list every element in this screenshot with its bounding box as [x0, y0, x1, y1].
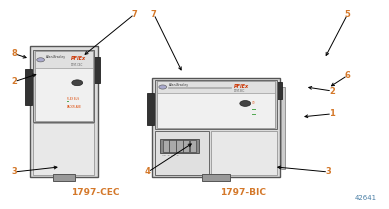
Bar: [202, 174, 230, 181]
Text: PFlEx: PFlEx: [234, 84, 249, 89]
Text: 1797-CEC: 1797-CEC: [72, 188, 120, 197]
Circle shape: [72, 80, 83, 86]
Bar: [35, 51, 93, 68]
Bar: [30, 46, 98, 177]
Text: +V  -V  +V  -V: +V -V +V -V: [162, 155, 179, 156]
Bar: [33, 123, 95, 175]
Text: 2: 2: [329, 87, 335, 96]
Bar: [190, 140, 196, 152]
Bar: [157, 80, 275, 128]
Text: 42641: 42641: [354, 195, 377, 201]
Text: Allen-Bradley: Allen-Bradley: [168, 83, 189, 87]
Bar: [157, 80, 275, 93]
Bar: [183, 140, 189, 152]
Text: 1797-BIC: 1797-BIC: [220, 188, 266, 197]
Text: 7: 7: [131, 10, 137, 19]
Text: 8: 8: [11, 49, 17, 58]
Bar: [160, 139, 199, 153]
Text: 6: 6: [345, 71, 350, 80]
Text: 2: 2: [11, 77, 17, 86]
Text: 4: 4: [145, 167, 151, 176]
Text: 1: 1: [329, 109, 335, 118]
Bar: [67, 101, 69, 102]
Text: BACKPLANE: BACKPLANE: [67, 105, 82, 109]
Text: 7: 7: [151, 10, 157, 19]
Bar: [170, 140, 176, 152]
Circle shape: [240, 101, 251, 106]
Text: Allen-Bradley: Allen-Bradley: [46, 55, 67, 59]
Text: I/O: I/O: [252, 101, 255, 106]
Text: FLEX BUS: FLEX BUS: [67, 97, 79, 101]
Text: 1797-BIC: 1797-BIC: [234, 89, 245, 93]
Bar: [276, 83, 282, 99]
Text: 3: 3: [325, 167, 331, 176]
Circle shape: [37, 58, 44, 62]
Bar: [163, 140, 169, 152]
Bar: [252, 114, 256, 115]
Bar: [147, 93, 154, 125]
Bar: [211, 131, 277, 175]
Bar: [176, 140, 183, 152]
Text: 5: 5: [345, 10, 350, 19]
Circle shape: [159, 85, 166, 89]
Text: PFlEx: PFlEx: [70, 56, 86, 61]
Text: 3: 3: [11, 167, 17, 176]
Bar: [25, 69, 32, 105]
Bar: [280, 88, 285, 169]
Bar: [67, 94, 69, 95]
Bar: [35, 51, 93, 121]
Bar: [33, 50, 95, 122]
Bar: [252, 109, 256, 110]
Bar: [152, 78, 280, 177]
Text: 1797-CEC: 1797-CEC: [70, 62, 83, 67]
Bar: [155, 79, 277, 129]
Bar: [93, 57, 100, 83]
Bar: [53, 174, 75, 181]
Bar: [155, 131, 209, 175]
